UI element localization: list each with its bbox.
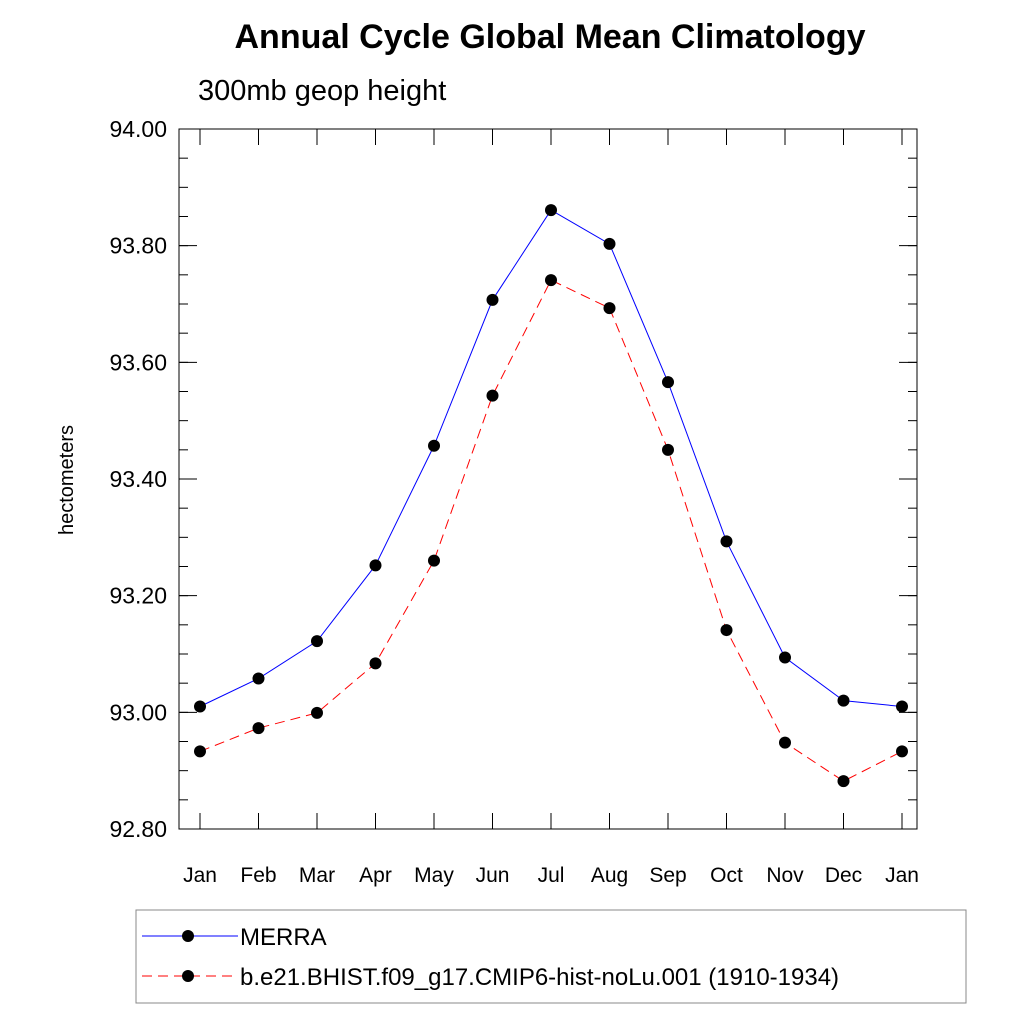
x-ticks: Jan Feb Mar Apr May Jun Jul Aug Sep Oct Nov Dec Jan xyxy=(183,129,919,887)
data-point-0 xyxy=(662,376,674,389)
data-point-0 xyxy=(486,293,499,306)
legend: MERRA b.e21.BHIST.f09_g17.CMIP6-hist-noL… xyxy=(135,909,967,1004)
legend-marker-cmip6 xyxy=(182,970,194,982)
x-tick-label: May xyxy=(414,864,454,887)
chart-subtitle: 300mb geop height xyxy=(198,75,446,107)
chart-title: Annual Cycle Global Mean Climatology xyxy=(235,18,866,56)
x-tick-label: Mar xyxy=(299,864,335,887)
data-point-1 xyxy=(545,274,557,287)
x-tick-label: Apr xyxy=(359,864,392,887)
data-point-1 xyxy=(252,722,265,735)
y-tick-label: 93.80 xyxy=(109,233,167,259)
y-axis-label: hectometers xyxy=(56,425,78,535)
data-point-1 xyxy=(603,302,616,315)
legend-marker-merra xyxy=(182,930,194,942)
x-tick-label: Aug xyxy=(591,864,628,887)
y-tick-label: 93.00 xyxy=(109,699,167,725)
series-line-1 xyxy=(199,279,903,782)
x-tick-label: Jan xyxy=(885,864,919,887)
x-tick-label: Jul xyxy=(538,864,565,887)
legend-label-merra: MERRA xyxy=(240,924,327,951)
data-point-1 xyxy=(896,745,908,758)
data-point-0 xyxy=(603,237,616,250)
x-tick-label: Jan xyxy=(183,864,217,887)
y-tick-label: 94.00 xyxy=(109,116,167,142)
data-point-0 xyxy=(252,672,265,685)
data-point-0 xyxy=(311,635,323,648)
data-point-1 xyxy=(194,745,206,758)
legend-box xyxy=(135,909,967,1004)
legend-label-cmip6: b.e21.BHIST.f09_g17.CMIP6-hist-noLu.001 … xyxy=(240,964,839,991)
data-point-1 xyxy=(428,554,440,567)
x-tick-label: Dec xyxy=(825,864,862,887)
x-tick-label: Sep xyxy=(649,864,686,887)
data-point-0 xyxy=(194,700,206,713)
data-point-0 xyxy=(779,651,791,664)
data-point-0 xyxy=(428,439,440,452)
data-point-1 xyxy=(369,657,382,670)
y-tick-label: 93.60 xyxy=(109,349,167,375)
data-point-0 xyxy=(837,694,850,707)
x-tick-label: Jun xyxy=(476,864,510,887)
data-point-1 xyxy=(662,443,674,456)
series-group xyxy=(194,204,908,788)
data-point-1 xyxy=(720,624,733,637)
y-tick-label: 92.80 xyxy=(109,816,167,842)
x-tick-label: Feb xyxy=(240,864,276,887)
data-point-0 xyxy=(545,204,557,217)
data-point-1 xyxy=(486,389,499,402)
x-tick-label: Nov xyxy=(766,864,804,887)
y-tick-label: 93.20 xyxy=(109,583,167,609)
data-point-1 xyxy=(837,775,850,788)
data-point-0 xyxy=(896,700,908,713)
data-point-0 xyxy=(369,559,382,572)
y-ticks: 94.00 93.80 93.60 93.40 93.20 93.00 92.80 xyxy=(109,116,917,842)
y-tick-label: 93.40 xyxy=(109,466,167,492)
plot-frame xyxy=(178,128,918,830)
data-point-1 xyxy=(311,706,323,719)
data-point-0 xyxy=(720,535,733,548)
axes xyxy=(178,128,918,830)
data-point-1 xyxy=(779,736,791,749)
x-tick-label: Oct xyxy=(710,864,743,887)
